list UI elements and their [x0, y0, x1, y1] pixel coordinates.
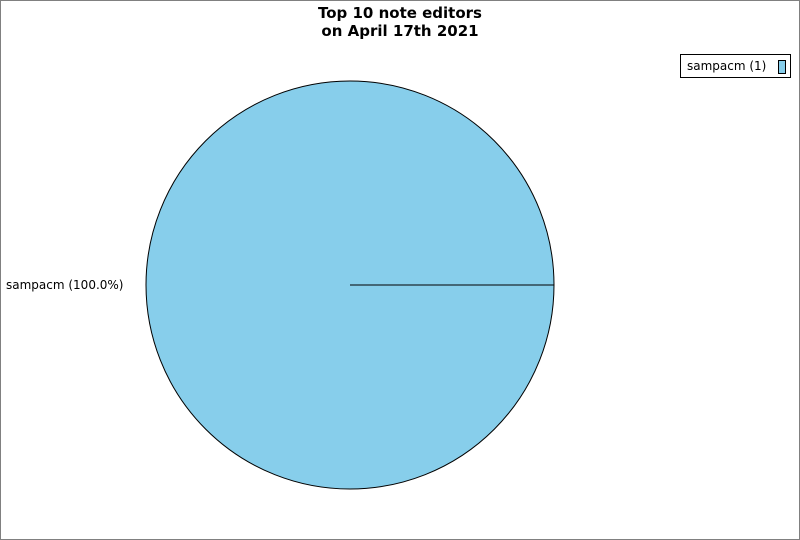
legend-swatch-sampacm — [778, 60, 786, 74]
chart-title-line-1: Top 10 note editors — [317, 4, 482, 22]
legend-label-sampacm: sampacm (1) — [687, 59, 767, 73]
slice-label-sampacm: sampacm (100.0%) — [6, 278, 124, 292]
legend: sampacm (1) — [680, 54, 791, 78]
chart-title-line-2: on April 17th 2021 — [321, 22, 479, 40]
